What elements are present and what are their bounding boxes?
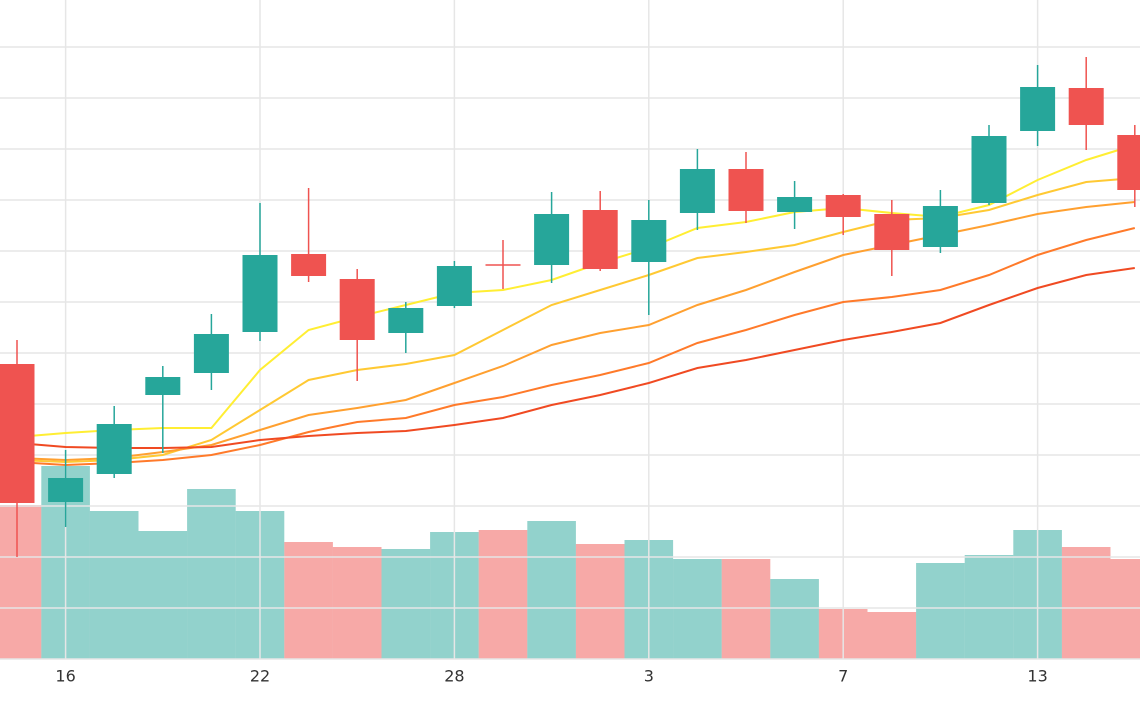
- x-tick-label: 7: [838, 667, 848, 686]
- candle-body: [922, 206, 958, 247]
- volume-bar: [527, 521, 576, 659]
- volume-bar: [721, 559, 771, 659]
- candle-body: [291, 254, 327, 276]
- candle-body: [631, 220, 667, 262]
- candle-body: [825, 195, 861, 217]
- candle-body: [485, 264, 521, 266]
- volume-bar: [916, 563, 965, 659]
- candle-body: [1020, 87, 1056, 131]
- candle-body: [728, 169, 764, 211]
- candle-body: [679, 169, 715, 213]
- volume-bar: [1110, 559, 1140, 659]
- candle-body: [145, 377, 181, 395]
- candle-body: [242, 255, 278, 332]
- volume-bar: [964, 555, 1014, 659]
- x-tick-label: 3: [644, 667, 654, 686]
- x-tick-label: 28: [444, 667, 464, 686]
- volume-bar: [381, 549, 431, 659]
- candle-body: [48, 478, 84, 502]
- moving-average-line: [16, 267, 1135, 449]
- volume-bar: [284, 542, 333, 659]
- candle-body: [534, 214, 570, 265]
- candle-body: [436, 266, 472, 306]
- candle-body: [1068, 88, 1104, 125]
- moving-average-line: [16, 177, 1135, 464]
- candle-body: [777, 197, 813, 212]
- candle-body: [971, 136, 1007, 203]
- x-tick-label: 13: [1027, 667, 1047, 686]
- volume-bar: [1061, 547, 1111, 659]
- candle-body: [0, 364, 35, 503]
- volume-bar: [332, 547, 382, 659]
- volume-bar: [478, 530, 528, 659]
- volume-bar: [867, 612, 917, 659]
- moving-average-line: [16, 144, 1136, 438]
- volume-bar: [673, 559, 722, 659]
- volume-bar: [187, 489, 236, 659]
- candle-body: [96, 424, 132, 474]
- volume-bar: [0, 505, 42, 659]
- moving-average-line: [16, 227, 1136, 467]
- volume-bar: [89, 511, 139, 659]
- candle-body: [193, 334, 229, 373]
- moving-average-line: [16, 201, 1135, 462]
- volume-bar: [770, 579, 819, 659]
- x-tick-label: 22: [250, 667, 270, 686]
- candle-body: [1117, 135, 1140, 190]
- candle-body: [874, 214, 910, 250]
- candle-body: [388, 308, 424, 333]
- x-tick-label: 16: [55, 667, 75, 686]
- candle-body: [582, 210, 618, 269]
- volume-bar: [575, 544, 625, 659]
- volume-bar: [138, 531, 188, 659]
- candle-body: [339, 279, 375, 340]
